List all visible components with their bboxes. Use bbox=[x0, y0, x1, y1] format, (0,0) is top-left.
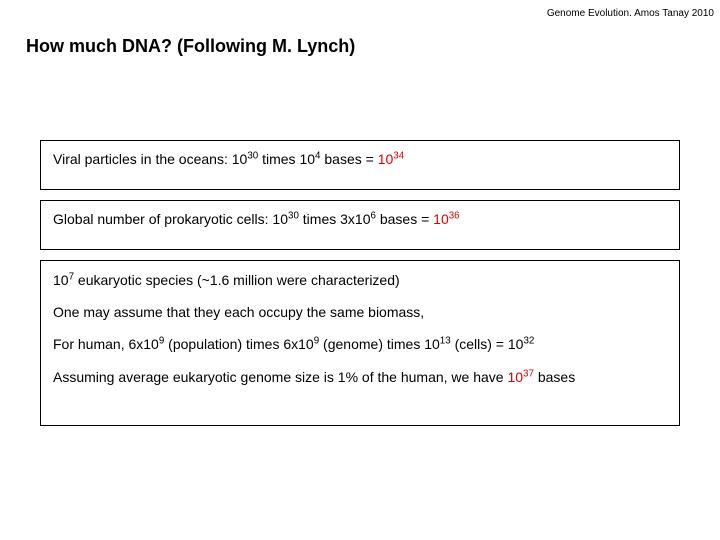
text: (cells) = 10 bbox=[451, 336, 524, 352]
fact-box-prokaryotic-text: Global number of prokaryotic cells: 1030… bbox=[41, 201, 679, 239]
text: For human, 6x10 bbox=[53, 336, 159, 352]
fact-box-viral-text: Viral particles in the oceans: 1030 time… bbox=[41, 141, 679, 179]
text: times 3x10 bbox=[299, 211, 371, 227]
fact-box-eukaryotic: 107 eukaryotic species (~1.6 million wer… bbox=[40, 260, 680, 426]
text: bases = bbox=[320, 151, 377, 167]
text: Viral particles in the oceans: 10 bbox=[53, 151, 247, 167]
result-exp: 37 bbox=[523, 368, 534, 379]
text: (population) times 6x10 bbox=[164, 336, 313, 352]
fact-box-prokaryotic: Global number of prokaryotic cells: 1030… bbox=[40, 200, 680, 250]
line-2: One may assume that they each occupy the… bbox=[53, 303, 667, 321]
slide: Genome Evolution. Amos Tanay 2010 How mu… bbox=[0, 0, 720, 540]
result: 1037 bbox=[507, 369, 533, 385]
text: bases bbox=[534, 369, 575, 385]
result: 1036 bbox=[433, 211, 459, 227]
result-exp: 36 bbox=[449, 210, 460, 221]
text: Global number of prokaryotic cells: 10 bbox=[53, 211, 288, 227]
result-exp: 34 bbox=[393, 150, 404, 161]
text: times 10 bbox=[258, 151, 315, 167]
fact-box-viral: Viral particles in the oceans: 1030 time… bbox=[40, 140, 680, 190]
text: bases = bbox=[376, 211, 433, 227]
exponent: 13 bbox=[440, 336, 451, 347]
text: Assuming average eukaryotic genome size … bbox=[53, 369, 507, 385]
exponent: 30 bbox=[247, 150, 258, 161]
line-4: Assuming average eukaryotic genome size … bbox=[53, 368, 667, 386]
result-base: 10 bbox=[378, 151, 394, 167]
exponent: 32 bbox=[523, 336, 534, 347]
text: 10 bbox=[53, 272, 69, 288]
slide-title: How much DNA? (Following M. Lynch) bbox=[26, 36, 355, 57]
text: (genome) times 10 bbox=[319, 336, 440, 352]
exponent: 30 bbox=[288, 210, 299, 221]
text: eukaryotic species (~1.6 million were ch… bbox=[74, 272, 400, 288]
result: 1034 bbox=[378, 151, 404, 167]
header-attribution: Genome Evolution. Amos Tanay 2010 bbox=[547, 8, 714, 19]
result-base: 10 bbox=[507, 369, 523, 385]
line-3: For human, 6x109 (population) times 6x10… bbox=[53, 335, 667, 353]
fact-box-eukaryotic-text: 107 eukaryotic species (~1.6 million wer… bbox=[41, 261, 679, 398]
line-1: 107 eukaryotic species (~1.6 million wer… bbox=[53, 271, 667, 289]
result-base: 10 bbox=[433, 211, 449, 227]
